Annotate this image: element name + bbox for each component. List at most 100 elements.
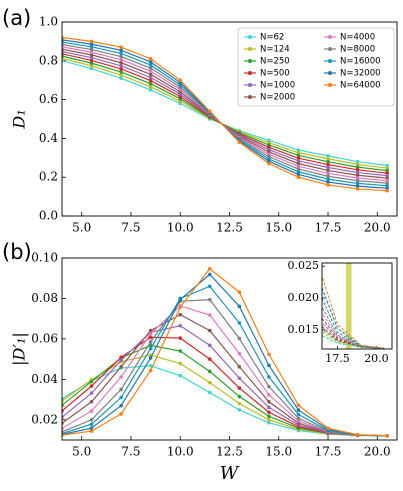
data-point [355, 176, 360, 180]
data-point [385, 186, 389, 191]
data-point [178, 349, 183, 353]
data-point [148, 84, 153, 89]
data-point [267, 363, 271, 368]
data-point [237, 336, 242, 341]
inset-y-tick-label: 0.020 [288, 291, 320, 304]
y-tick-label: 0.2 [39, 170, 58, 184]
data-point [385, 166, 389, 170]
data-point [89, 379, 94, 384]
data-point [385, 168, 389, 173]
legend-marker [248, 83, 252, 87]
data-point [385, 163, 389, 168]
data-point [296, 156, 301, 160]
data-point [89, 422, 94, 427]
data-point [148, 363, 153, 368]
data-point [119, 48, 123, 53]
data-point [355, 170, 360, 175]
data-point [296, 408, 301, 412]
data-point [355, 168, 360, 172]
data-point [119, 395, 123, 400]
data-point [89, 53, 94, 57]
legend-label: N=2000 [260, 93, 295, 103]
data-point [89, 417, 94, 422]
data-point [355, 187, 360, 191]
data-point [119, 60, 123, 65]
data-point [119, 355, 123, 360]
series-line [62, 36, 388, 192]
data-point [385, 181, 389, 186]
data-point [296, 153, 301, 158]
data-point [326, 183, 330, 187]
data-point [178, 78, 183, 82]
data-point [296, 416, 301, 421]
data-point [148, 81, 153, 86]
data-point [296, 150, 301, 155]
data-point [385, 183, 389, 188]
legend-marker [328, 71, 332, 75]
data-point [237, 140, 242, 145]
inset-line [322, 317, 385, 349]
data-point [148, 72, 153, 77]
y-tick-label: 0.08 [31, 291, 58, 305]
data-point [148, 57, 153, 61]
data-point [237, 394, 242, 399]
data-point [119, 403, 123, 408]
data-point [89, 391, 94, 395]
inset-line [322, 312, 385, 349]
data-point [207, 380, 212, 385]
x-tick-label: 15.0 [265, 221, 292, 235]
data-point [296, 172, 301, 177]
legend-marker [328, 35, 332, 39]
data-point [89, 66, 94, 71]
y-tick-label: 0.4 [39, 131, 58, 145]
data-point [326, 162, 330, 167]
data-point [119, 358, 123, 362]
inset-line [322, 274, 385, 349]
data-point [207, 357, 212, 361]
data-point [385, 176, 389, 180]
x-tick-label: 7.5 [121, 445, 140, 459]
data-point [326, 180, 330, 184]
x-tick-label: 17.5 [315, 221, 342, 235]
data-point [178, 361, 183, 366]
data-point [355, 181, 360, 186]
data-point [267, 399, 271, 404]
data-point [237, 304, 242, 309]
data-point [207, 109, 212, 114]
data-point [207, 369, 212, 374]
legend-label: N=62 [260, 33, 284, 43]
data-point [207, 313, 212, 317]
data-point [119, 70, 123, 74]
inset-x-tick-label: 20.0 [364, 352, 389, 365]
data-point [119, 45, 123, 50]
data-point [207, 284, 212, 289]
axes-frame [61, 257, 398, 441]
data-point [178, 336, 183, 340]
data-point [267, 414, 271, 419]
legend-label: N=124 [260, 45, 290, 55]
data-point [326, 159, 330, 164]
highlight-band [346, 263, 352, 349]
data-point [267, 161, 271, 166]
data-point [355, 432, 360, 437]
inset-line [322, 335, 385, 349]
x-tick-label: 5.0 [72, 445, 91, 459]
inset-line [322, 321, 385, 349]
data-point [148, 368, 153, 373]
axes-frame [61, 21, 398, 217]
x-tick-label: 17.5 [315, 445, 342, 459]
data-point [385, 173, 389, 178]
inset-x-tick-label: 17.5 [325, 352, 350, 365]
data-point [326, 177, 330, 181]
series-group [62, 266, 389, 438]
y-tick-label: 0.0 [39, 209, 58, 223]
data-point [355, 173, 360, 178]
legend-label: N=8000 [340, 45, 375, 55]
inset-y-tick-label: 0.025 [288, 259, 320, 272]
data-point [385, 178, 389, 183]
data-point [89, 55, 94, 60]
x-tick-label: 15.0 [265, 445, 292, 459]
data-point [326, 165, 330, 170]
data-point [207, 297, 212, 302]
inset-frame [321, 262, 393, 350]
